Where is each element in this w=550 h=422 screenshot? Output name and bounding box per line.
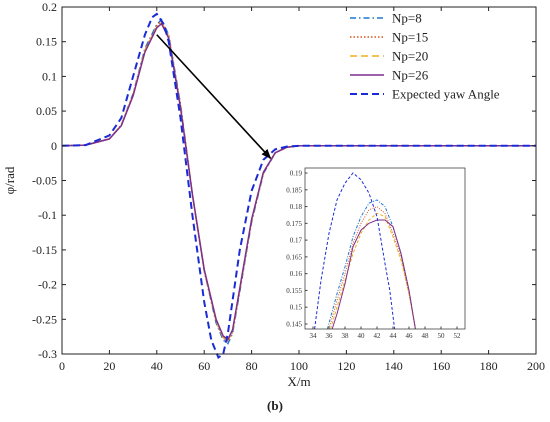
series-line — [61, 12, 536, 360]
x-tick-label: 60 — [198, 359, 210, 373]
inset-y-tick-label: 0.15 — [290, 304, 303, 312]
inset-x-tick-label: 42 — [374, 332, 382, 340]
legend-label: Np=15 — [392, 30, 428, 45]
x-tick-label: 0 — [59, 359, 65, 373]
y-tick-label: -0.25 — [32, 312, 57, 326]
inset-y-tick-label: 0.18 — [290, 203, 303, 211]
legend-label: Expected yaw Angle — [392, 87, 500, 102]
inset-x-tick-label: 40 — [358, 332, 366, 340]
inset-y-tick-label: 0.175 — [286, 220, 302, 228]
x-tick-label: 140 — [385, 359, 403, 373]
y-tick-label: -0.1 — [38, 208, 57, 222]
y-tick-label: -0.15 — [32, 243, 57, 257]
y-tick-label: -0.3 — [38, 347, 57, 361]
inset-series-line — [314, 172, 396, 330]
main-plot-area: 0 20 40 60 80 100 120 140 160 180 200 0.2 0.15 0.1 0.0… — [2, 0, 545, 389]
inset-y-tick-label: 0.155 — [286, 287, 302, 295]
inset-x-tick-label: 36 — [326, 332, 334, 340]
x-tick-label: 80 — [246, 359, 258, 373]
inset-x-tick-label: 44 — [390, 332, 398, 340]
inset-x-tick-label: 34 — [310, 332, 318, 340]
inset-x-tick-label: 52 — [454, 332, 462, 340]
inset-series-line — [331, 219, 416, 330]
x-tick-label: 20 — [103, 359, 115, 373]
inset-y-tick-label: 0.16 — [290, 270, 303, 278]
y-tick-label: -0.05 — [32, 174, 57, 188]
inset-frame — [304, 167, 466, 330]
legend-label: Np=26 — [392, 68, 429, 83]
y-tick-label: 0 — [51, 139, 57, 153]
x-tick-label: 160 — [432, 359, 450, 373]
y-tick-label: 0.15 — [36, 35, 57, 49]
inset-x-tick-label: 48 — [422, 332, 430, 340]
x-tick-label: 40 — [151, 359, 163, 373]
inset-x-tick-label: 50 — [438, 332, 446, 340]
inset-y-tick-label: 0.145 — [286, 320, 302, 328]
inset-background — [305, 168, 465, 329]
panel-label: (b) — [267, 398, 283, 413]
y-axis-label: φ/rad — [2, 166, 17, 194]
x-tick-label: 200 — [527, 359, 545, 373]
x-tick-label: 120 — [337, 359, 355, 373]
inset-series-line — [328, 206, 416, 330]
inset-y-tick-label: 0.165 — [286, 253, 302, 261]
annotation-arrow — [156, 34, 272, 160]
x-axis-label: X/m — [287, 374, 310, 389]
legend: Np=8 Np=15 Np=20 Np=26 Expected yaw Angle — [350, 11, 500, 102]
inset-y-tick-label: 0.17 — [290, 237, 303, 245]
inset-zoom-plot: 34 36 38 40 42 44 46 48 50 52 0.19 0.185 0.18 0.175 0.… — [286, 167, 466, 340]
inset-series-line — [330, 212, 416, 330]
y-tick-label: 0.2 — [42, 0, 57, 14]
legend-label: Np=20 — [392, 49, 428, 64]
inset-y-tick-label: 0.185 — [286, 186, 302, 194]
x-tick-label: 100 — [290, 359, 308, 373]
y-tick-label: -0.2 — [38, 278, 57, 292]
inset-y-tick-label: 0.19 — [290, 170, 303, 178]
x-tick-label: 180 — [480, 359, 498, 373]
inset-x-tick-label: 38 — [342, 332, 350, 340]
inset-x-tick-label: 46 — [406, 332, 414, 340]
legend-label: Np=8 — [392, 11, 422, 26]
y-tick-label: 0.1 — [42, 69, 57, 83]
y-tick-label: 0.05 — [36, 104, 57, 118]
